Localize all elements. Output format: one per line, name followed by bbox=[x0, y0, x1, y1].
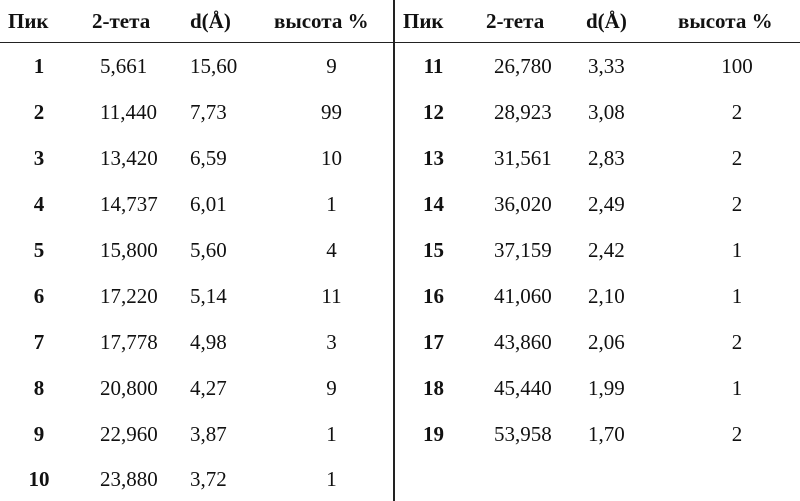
cell-d-spacing: 4,27 bbox=[180, 365, 270, 411]
cell-d-spacing: 5,60 bbox=[180, 227, 270, 273]
cell-d-spacing: 3,87 bbox=[180, 411, 270, 457]
header-row: Пик 2-тета d(Å) высота % Пик 2-тета d(Å)… bbox=[0, 0, 800, 43]
cell-d-spacing: 4,98 bbox=[180, 319, 270, 365]
header-height-right: высота % bbox=[674, 0, 800, 43]
cell-two-theta: 15,800 bbox=[78, 227, 180, 273]
cell-peak: 8 bbox=[0, 365, 78, 411]
cell-height: 1 bbox=[270, 411, 394, 457]
table-row: 2 11,440 7,73 99 12 28,923 3,08 2 bbox=[0, 89, 800, 135]
cell-two-theta: 37,159 bbox=[472, 227, 578, 273]
table-row: 1 5,661 15,60 9 11 26,780 3,33 100 bbox=[0, 43, 800, 90]
header-height-left: высота % bbox=[270, 0, 394, 43]
cell-two-theta: 20,800 bbox=[78, 365, 180, 411]
cell-two-theta: 31,561 bbox=[472, 135, 578, 181]
cell-d-spacing: 5,14 bbox=[180, 273, 270, 319]
cell-d-spacing: 2,10 bbox=[578, 273, 674, 319]
cell-height: 2 bbox=[674, 181, 800, 227]
table-body: 1 5,661 15,60 9 11 26,780 3,33 100 2 11,… bbox=[0, 43, 800, 501]
cell-two-theta: 26,780 bbox=[472, 43, 578, 90]
cell-d-spacing: 2,06 bbox=[578, 319, 674, 365]
cell-height: 9 bbox=[270, 43, 394, 90]
cell-height: 1 bbox=[270, 181, 394, 227]
table-row: 4 14,737 6,01 1 14 36,020 2,49 2 bbox=[0, 181, 800, 227]
header-peak-left: Пик bbox=[0, 0, 78, 43]
cell-two-theta: 36,020 bbox=[472, 181, 578, 227]
cell-peak: 16 bbox=[394, 273, 472, 319]
cell-height: 11 bbox=[270, 273, 394, 319]
table-row: 9 22,960 3,87 1 19 53,958 1,70 2 bbox=[0, 411, 800, 457]
cell-height: 10 bbox=[270, 135, 394, 181]
cell-height: 100 bbox=[674, 43, 800, 90]
cell-d-spacing: 3,33 bbox=[578, 43, 674, 90]
header-d-spacing-left: d(Å) bbox=[180, 0, 270, 43]
table-row: 5 15,800 5,60 4 15 37,159 2,42 1 bbox=[0, 227, 800, 273]
cell-height: 2 bbox=[674, 89, 800, 135]
cell-two-theta: 17,778 bbox=[78, 319, 180, 365]
cell-height: 4 bbox=[270, 227, 394, 273]
cell-height: 1 bbox=[674, 273, 800, 319]
cell-peak: 14 bbox=[394, 181, 472, 227]
cell-d-spacing: 1,99 bbox=[578, 365, 674, 411]
cell-height: 2 bbox=[674, 411, 800, 457]
cell-peak: 3 bbox=[0, 135, 78, 181]
cell-two-theta: 11,440 bbox=[78, 89, 180, 135]
cell-two-theta: 17,220 bbox=[78, 273, 180, 319]
table-header: Пик 2-тета d(Å) высота % Пик 2-тета d(Å)… bbox=[0, 0, 800, 43]
cell-two-theta: 43,860 bbox=[472, 319, 578, 365]
table-row: 3 13,420 6,59 10 13 31,561 2,83 2 bbox=[0, 135, 800, 181]
cell-height: 99 bbox=[270, 89, 394, 135]
cell-two-theta: 28,923 bbox=[472, 89, 578, 135]
cell-height: 9 bbox=[270, 365, 394, 411]
cell-peak: 6 bbox=[0, 273, 78, 319]
cell-peak: 12 bbox=[394, 89, 472, 135]
cell-two-theta: 22,960 bbox=[78, 411, 180, 457]
cell-peak: 17 bbox=[394, 319, 472, 365]
cell-height: 1 bbox=[674, 365, 800, 411]
cell-height: 3 bbox=[270, 319, 394, 365]
cell-peak: 18 bbox=[394, 365, 472, 411]
cell-peak: 4 bbox=[0, 181, 78, 227]
cell-height: 1 bbox=[674, 227, 800, 273]
cell-d-spacing: 1,70 bbox=[578, 411, 674, 457]
cell-d-spacing: 6,01 bbox=[180, 181, 270, 227]
cell-peak: 5 bbox=[0, 227, 78, 273]
cell-peak: 19 bbox=[394, 411, 472, 457]
cell-d-spacing: 7,73 bbox=[180, 89, 270, 135]
cell-d-spacing: 2,49 bbox=[578, 181, 674, 227]
cell-peak: 15 bbox=[394, 227, 472, 273]
cell-two-theta: 13,420 bbox=[78, 135, 180, 181]
cell-two-theta: 41,060 bbox=[472, 273, 578, 319]
cell-d-spacing: 15,60 bbox=[180, 43, 270, 90]
cell-peak: 7 bbox=[0, 319, 78, 365]
cell-peak: 1 bbox=[0, 43, 78, 90]
cell-height: 2 bbox=[674, 135, 800, 181]
cell-two-theta: 53,958 bbox=[472, 411, 578, 457]
cell-height: 2 bbox=[674, 319, 800, 365]
header-d-spacing-right: d(Å) bbox=[578, 0, 674, 43]
cell-two-theta: 5,661 bbox=[78, 43, 180, 90]
cell-d-spacing: 2,83 bbox=[578, 135, 674, 181]
cell-peak: 11 bbox=[394, 43, 472, 90]
table-row: 8 20,800 4,27 9 18 45,440 1,99 1 bbox=[0, 365, 800, 411]
cell-peak: 2 bbox=[0, 89, 78, 135]
cell-d-spacing: 2,42 bbox=[578, 227, 674, 273]
cell-peak: 9 bbox=[0, 411, 78, 457]
cell-peak: 13 bbox=[394, 135, 472, 181]
cell-two-theta: 14,737 bbox=[78, 181, 180, 227]
header-two-theta-right: 2-тета bbox=[472, 0, 578, 43]
header-peak-right: Пик bbox=[394, 0, 472, 43]
table-row: 6 17,220 5,14 11 16 41,060 2,10 1 bbox=[0, 273, 800, 319]
cell-d-spacing: 3,08 bbox=[578, 89, 674, 135]
cell-d-spacing: 6,59 bbox=[180, 135, 270, 181]
header-two-theta-left: 2-тета bbox=[78, 0, 180, 43]
cell-two-theta: 45,440 bbox=[472, 365, 578, 411]
table-row: 7 17,778 4,98 3 17 43,860 2,06 2 bbox=[0, 319, 800, 365]
